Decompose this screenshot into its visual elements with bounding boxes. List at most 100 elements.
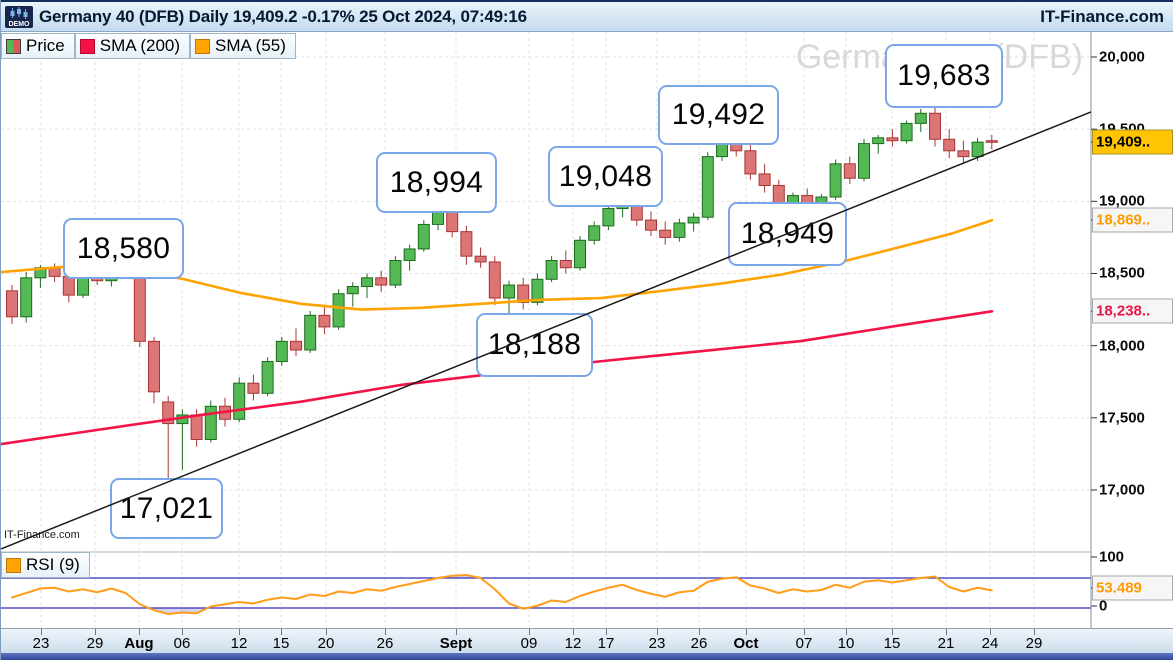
rsi-swatch-icon [6,557,21,573]
candle-down [559,260,572,269]
date-axis-label: 29 [86,635,104,652]
svg-text:DEMO: DEMO [9,21,31,28]
date-axis-label: 29 [1025,635,1043,652]
sma55-price-tag: 18,869.. [1092,207,1173,233]
date-tick [573,629,574,635]
date-tick [699,629,700,635]
price-annotation[interactable]: 17,021 [110,478,223,539]
date-axis-label: 15 [883,635,901,652]
date-axis-label: 09 [520,635,538,652]
date-tick [990,629,991,635]
date-axis-label: 21 [937,635,955,652]
app-logo-icon[interactable]: DEMO [5,5,33,28]
price-annotation[interactable]: 18,580 [63,218,184,279]
candle-up [900,122,913,142]
legend-rsi-label: RSI (9) [26,555,80,574]
date-tick [846,629,847,635]
date-axis-label: Sept [439,635,473,652]
last-price-tag: 19,409.. [1092,129,1173,155]
rsi-value-tag: 53.489 [1092,575,1173,601]
candle-up [389,260,402,286]
date-axis-label: 26 [690,635,708,652]
date-axis-label: 15 [272,635,290,652]
date-tick [281,629,282,635]
candle-up [858,143,870,179]
date-axis-label: 26 [376,635,394,652]
candle-up [545,260,558,280]
price-axis-label: 17,500 [1099,409,1145,427]
price-annotation[interactable]: 18,188 [476,313,593,377]
legend-item-sma200[interactable]: SMA (200) [74,33,191,59]
date-tick [746,629,747,635]
candle-up [829,163,842,198]
candle-up [574,239,586,269]
date-tick [139,629,140,635]
date-axis-label: Oct [733,635,759,652]
date-axis-label: 07 [795,635,813,652]
price-annotation[interactable]: 19,048 [548,146,663,207]
legend-sma200-label: SMA (200) [99,36,181,55]
date-axis-label: 20 [317,635,335,652]
candle-up [417,223,430,250]
date-tick [657,629,658,635]
rsi-axis-top-label: 100 [1099,548,1125,566]
candle-down [744,150,757,175]
candle-down [772,184,785,204]
rsi-legend: RSI (9) [1,552,90,578]
chart-watermark: IT-Finance.com [4,529,80,541]
candle-down [957,150,970,158]
date-axis-label: 23 [32,635,50,652]
date-axis[interactable]: 23 29 Aug 06 12 15 20 26 Sept 09 12 17 23 26 Oct 07 10 15… [1,628,1173,653]
date-tick [804,629,805,635]
date-tick [529,629,530,635]
candle-down [474,255,487,263]
header-bar: DEMO Germany 40 (DFB) Daily 19,409.2 -0.… [1,0,1173,32]
legend-item-price[interactable]: Price [1,33,75,59]
date-axis-label: 06 [173,635,191,652]
legend-item-rsi[interactable]: RSI (9) [1,552,90,578]
date-tick [239,629,240,635]
price-legend: Price SMA (200) SMA (55) [1,33,296,59]
rsi-axis-bottom-label: 0 [1099,597,1108,615]
sma200-price-tag: 18,238.. [1092,298,1173,324]
candle-down [375,277,388,286]
date-tick [326,629,327,635]
date-axis-label: 23 [648,635,666,652]
price-swatch-icon [6,38,21,54]
candle-up [971,141,984,158]
date-tick [606,629,607,635]
candle-up [361,277,373,287]
rsi-line [11,574,993,615]
date-axis-label: Aug [124,635,154,652]
candle-down [985,140,998,143]
candle-up [233,382,246,420]
legend-item-sma55[interactable]: SMA (55) [190,33,296,59]
price-axis-label: 18,500 [1099,264,1145,282]
candle-down [148,340,160,393]
candle-down [62,275,75,296]
brand-link[interactable]: IT-Finance.com [1040,6,1164,26]
candle-down [460,231,473,257]
price-annotation[interactable]: 19,683 [885,44,1003,108]
date-tick [946,629,947,635]
candle-down [758,173,771,186]
candle-down [886,137,899,142]
price-annotation[interactable]: 18,994 [376,152,497,213]
price-annotation[interactable]: 18,949 [728,202,847,266]
date-tick [95,629,96,635]
date-tick [385,629,386,635]
candle-up [503,284,515,299]
candle-up [673,222,686,238]
instrument-title: Germany 40 (DFB) Daily 19,409.2 -0.17% 2… [39,6,527,26]
price-annotation[interactable]: 19,492 [658,85,779,145]
candle-up [602,208,615,227]
candle-down [843,163,856,179]
candle-down [6,290,18,318]
candle-up [588,225,601,241]
legend-sma55-label: SMA (55) [215,36,286,55]
candle-down [488,261,501,299]
candle-down [290,340,302,351]
candle-up [701,156,714,218]
candle-up [332,293,345,328]
